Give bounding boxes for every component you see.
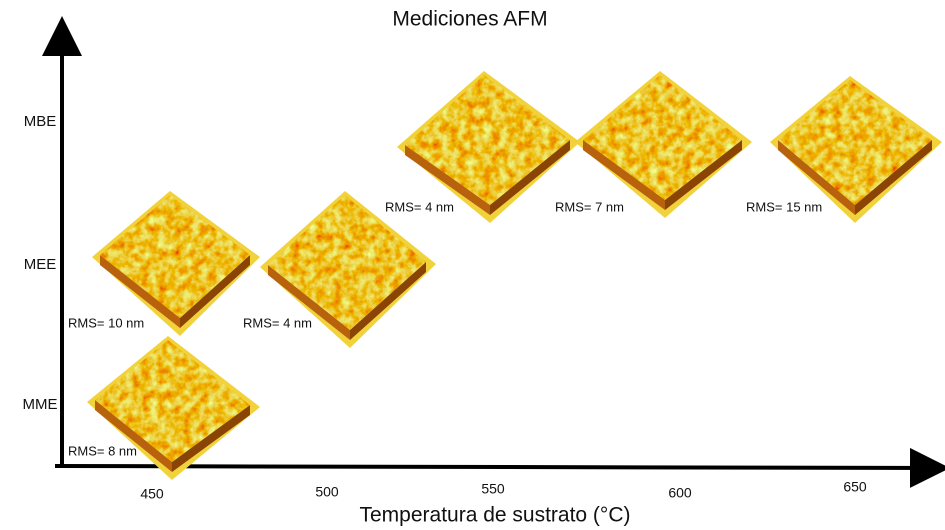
x-label: 500	[315, 484, 339, 500]
x-axis-title: Temperatura de sustrato (°C)	[359, 504, 630, 527]
afm-image: RMS= 4 nm	[385, 71, 580, 223]
y-label: MBE	[24, 113, 57, 130]
rms-label: RMS= 4 nm	[243, 315, 312, 330]
surface	[778, 80, 932, 205]
afm-diagram: Mediciones AFM MBE MEE MME 450 500 550 6…	[0, 0, 945, 530]
surface	[268, 195, 426, 330]
y-label: MME	[23, 396, 58, 413]
x-label: 550	[481, 481, 505, 497]
title: Mediciones AFM	[392, 8, 547, 31]
x-label: 450	[140, 486, 164, 502]
rms-label: RMS= 4 nm	[385, 199, 454, 214]
y-label: MEE	[24, 256, 57, 273]
afm-image: RMS= 7 nm	[555, 71, 752, 218]
surface	[583, 75, 742, 200]
rms-label: RMS= 8 nm	[68, 443, 137, 458]
x-label: 600	[668, 485, 692, 501]
x-label: 650	[843, 479, 867, 495]
rms-label: RMS= 7 nm	[555, 199, 624, 214]
samples: RMS= 4 nm RMS= 7 nm RMS= 15 nm RMS= 10 nm RM…	[68, 71, 942, 480]
afm-image: RMS= 8 nm	[68, 336, 260, 480]
rms-label: RMS= 10 nm	[68, 315, 144, 330]
surface	[100, 195, 250, 318]
afm-image: RMS= 15 nm	[746, 76, 942, 223]
surface	[405, 75, 570, 205]
afm-image: RMS= 10 nm	[68, 191, 260, 336]
afm-image: RMS= 4 nm	[243, 191, 436, 348]
rms-label: RMS= 15 nm	[746, 199, 822, 214]
